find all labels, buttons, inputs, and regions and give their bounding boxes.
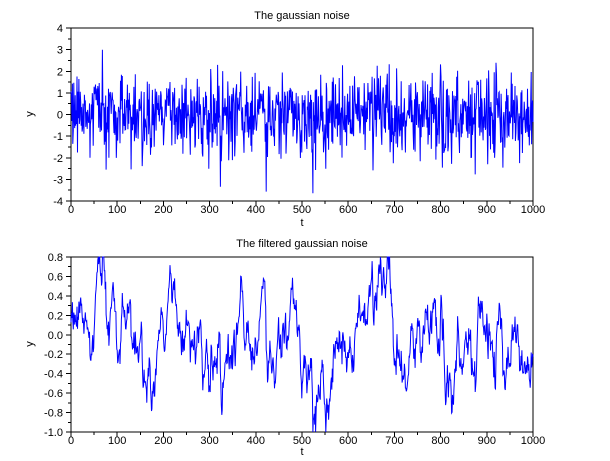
y-tick-label: 0.8: [48, 252, 63, 264]
y-tick-label: -0.2: [44, 349, 63, 361]
chart-gaussian-noise: The gaussian noise t y 0 100 200 300 400 500 6…: [24, 10, 545, 229]
x-tick-label: 900: [478, 435, 496, 447]
x-tick-label: 700: [385, 204, 403, 216]
x-axis-label: t: [300, 217, 303, 229]
x-tick-label: 400: [247, 435, 265, 447]
chart-title: The gaussian noise: [254, 10, 349, 22]
x-tick-label: 200: [154, 204, 172, 216]
y-tick-label: -1.0: [44, 427, 63, 439]
x-tick-label: 500: [293, 435, 311, 447]
x-axis-label: t: [300, 446, 303, 458]
y-tick-label: -1: [53, 131, 63, 143]
x-tick-label: 1000: [521, 204, 545, 216]
plot-frame: [70, 256, 534, 433]
y-tick-label: -0.8: [44, 408, 63, 420]
x-tick-label: 100: [108, 435, 126, 447]
x-tick-label: 500: [293, 204, 311, 216]
series-line: [70, 256, 534, 433]
x-tick-label: 700: [385, 435, 403, 447]
x-tick-label: 300: [200, 204, 218, 216]
plot-area: 0 100 200 300 400 500 600 700 800 900 1000 4 3 2 1 0 -1 -…: [53, 23, 545, 216]
plot-area: 0 100 200 300 400 500 600 700 800 900 1000 0.8 0.6 0.…: [44, 252, 545, 447]
y-axis-label: y: [24, 341, 36, 347]
series-line: [70, 49, 534, 194]
y-tick-label: 2: [57, 66, 63, 78]
y-tick-label: 0.4: [48, 291, 63, 303]
x-tick-label: 400: [247, 204, 265, 216]
y-tick-label: -0.6: [44, 388, 63, 400]
y-tick-label: 4: [57, 23, 63, 35]
x-tick-label: 600: [339, 204, 357, 216]
x-tick-label: 0: [68, 204, 74, 216]
y-axis-label: y: [24, 111, 36, 117]
y-tick-label: 0.0: [48, 330, 63, 342]
y-tick-label: 3: [57, 45, 63, 57]
x-tick-label: 0: [68, 435, 74, 447]
x-tick-label: 900: [478, 204, 496, 216]
y-tick-label: -3: [53, 174, 63, 186]
chart-title: The filtered gaussian noise: [236, 238, 367, 250]
x-tick-label: 300: [200, 435, 218, 447]
y-tick-label: 1: [57, 88, 63, 100]
y-tick-label: -0.4: [44, 369, 63, 381]
x-tick-label: 200: [154, 435, 172, 447]
y-tick-label: -2: [53, 153, 63, 165]
y-tick-label: 0.2: [48, 310, 63, 322]
x-tick-label: 1000: [521, 435, 545, 447]
y-tick-label: -4: [53, 196, 63, 208]
chart-filtered-gaussian-noise: The filtered gaussian noise t y 0 100 200 3…: [24, 238, 545, 458]
x-tick-label: 100: [108, 204, 126, 216]
x-tick-label: 800: [431, 204, 449, 216]
x-tick-label: 600: [339, 435, 357, 447]
y-tick-label: 0.6: [48, 271, 63, 283]
y-tick-label: 0: [57, 110, 63, 122]
x-tick-label: 800: [431, 435, 449, 447]
